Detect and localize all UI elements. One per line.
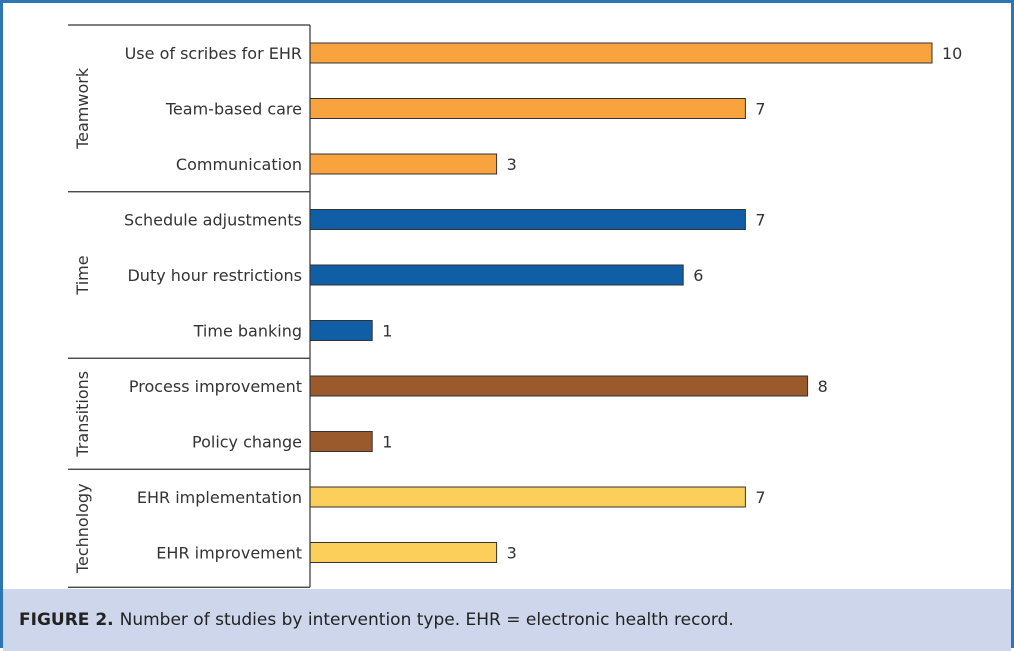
group-label: Technology: [73, 483, 92, 574]
caption-label: FIGURE 2.: [19, 610, 114, 630]
group-label: Teamwork: [73, 67, 92, 150]
value-label: 7: [755, 211, 765, 230]
category-label: EHR improvement: [156, 544, 302, 563]
figure-caption: FIGURE 2. Number of studies by intervent…: [3, 589, 1011, 651]
category-label: Process improvement: [129, 377, 302, 396]
category-label: Schedule adjustments: [124, 211, 302, 230]
value-label: 3: [507, 544, 517, 563]
value-label: 7: [755, 488, 765, 507]
bar-chart: Use of scribes for EHR 10 Team-based care 7…: [68, 24, 962, 588]
bar-3-0: [309, 486, 746, 508]
caption-text: Number of studies by intervention type. …: [119, 610, 734, 630]
category-label: Communication: [176, 155, 302, 174]
bar-2-0: [309, 375, 809, 397]
category-label: Use of scribes for EHR: [125, 44, 302, 63]
value-label: 1: [382, 322, 392, 341]
value-label: 10: [942, 44, 962, 63]
bar-1-2: [309, 320, 373, 341]
bar-2-1: [309, 431, 373, 452]
group-label: Transitions: [73, 371, 92, 458]
value-label: 8: [818, 377, 828, 396]
bar-0-1: [309, 98, 746, 119]
category-label: EHR implementation: [137, 488, 302, 507]
category-label: Time banking: [193, 322, 302, 341]
category-label: Duty hour restrictions: [127, 266, 302, 285]
value-label: 7: [755, 100, 765, 119]
category-label: Team-based care: [165, 100, 302, 119]
value-label: 1: [382, 433, 392, 452]
bar-0-0: [309, 42, 933, 64]
bar-3-1: [309, 542, 498, 563]
bar-0-2: [309, 153, 498, 175]
category-label: Policy change: [192, 433, 302, 452]
group-label: Time: [73, 255, 92, 295]
value-label: 6: [693, 266, 703, 285]
bar-1-0: [309, 209, 746, 230]
value-label: 3: [507, 155, 517, 174]
bar-1-1: [309, 264, 684, 286]
